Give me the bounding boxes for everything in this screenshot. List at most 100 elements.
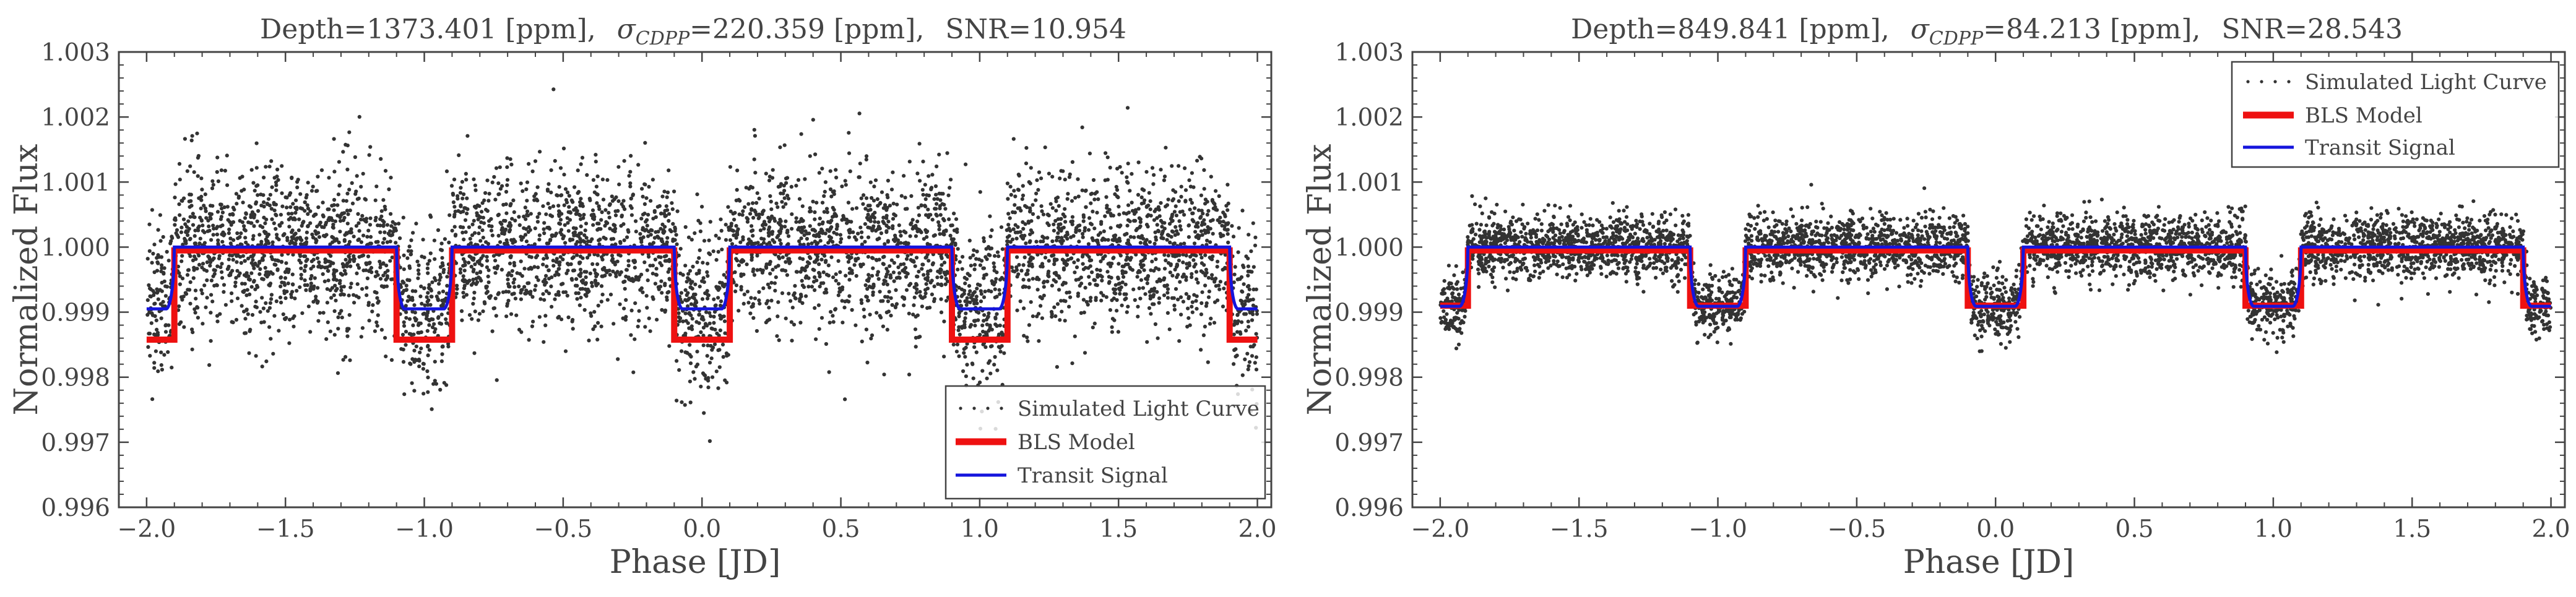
light-curve-point (629, 308, 634, 312)
light-curve-point (884, 310, 889, 315)
light-curve-point (374, 320, 379, 325)
light-curve-point (1057, 204, 1061, 208)
light-curve-point (1155, 290, 1159, 294)
light-curve-point (990, 279, 994, 283)
light-curve-point (1246, 367, 1250, 372)
light-curve-point (178, 213, 182, 217)
light-curve-point (626, 264, 631, 268)
light-curve-point (654, 267, 659, 271)
light-curve-point (417, 364, 421, 369)
light-curve-point (246, 256, 251, 260)
light-curve-point (972, 267, 977, 272)
light-curve-point (645, 306, 649, 310)
light-curve-point (1021, 193, 1026, 198)
light-curve-point (1125, 106, 1130, 110)
light-curve-point (452, 205, 457, 209)
light-curve-point (1129, 256, 1133, 260)
light-curve-point (477, 261, 482, 266)
light-curve-point (359, 240, 364, 244)
light-curve-point (920, 187, 925, 192)
light-curve-point (438, 278, 442, 282)
light-curve-point (1132, 218, 1136, 223)
light-curve-point (465, 196, 469, 200)
light-curve-point (772, 219, 777, 223)
light-curve-point (705, 324, 709, 328)
light-curve-point (407, 317, 412, 321)
light-curve-point (215, 232, 219, 237)
light-curve-point (686, 272, 691, 276)
light-curve-point (476, 217, 480, 221)
light-curve-point (1045, 236, 1050, 240)
light-curve-point (843, 217, 847, 221)
light-curve-point (691, 370, 696, 374)
light-curve-point (425, 266, 430, 270)
light-curve-point (940, 256, 944, 260)
light-curve-point (831, 320, 836, 324)
light-curve-point (836, 281, 841, 286)
light-curve-point (889, 187, 894, 192)
light-curve-point (145, 312, 150, 317)
light-curve-point (222, 290, 226, 294)
light-curve-point (1202, 263, 1206, 267)
light-curve-point (361, 233, 366, 238)
light-curve-point (698, 248, 702, 252)
light-curve-point (918, 290, 922, 294)
light-curve-point (335, 213, 340, 218)
light-curve-point (303, 264, 308, 268)
light-curve-point (1184, 278, 1188, 282)
light-curve-point (323, 265, 327, 270)
light-curve-point (1184, 275, 1188, 280)
light-curve-point (427, 323, 431, 327)
light-curve-point (272, 221, 276, 225)
light-curve-point (274, 183, 279, 187)
light-curve-point (754, 329, 759, 333)
light-curve-point (767, 225, 772, 230)
light-curve-point (1201, 212, 1205, 216)
light-curve-point (433, 379, 437, 383)
light-curve-point (826, 220, 831, 224)
light-curve-point (584, 221, 589, 226)
light-curve-point (714, 369, 719, 374)
light-curve-point (590, 208, 595, 212)
light-curve-point (430, 325, 435, 330)
light-curve-point (1120, 280, 1125, 285)
light-curve-point (694, 320, 699, 324)
light-curve-point (859, 298, 863, 303)
light-curve-point (867, 273, 871, 277)
light-curve-point (204, 209, 208, 213)
light-curve-point (1251, 221, 1255, 225)
light-curve-point (1138, 220, 1143, 225)
light-curve-point (379, 157, 383, 161)
light-curve-point (784, 268, 788, 273)
light-curve-point (902, 229, 906, 234)
light-curve-point (296, 228, 301, 233)
light-curve-point (628, 181, 633, 186)
light-curve-point (1126, 218, 1130, 222)
light-curve-point (166, 259, 171, 263)
light-curve-point (1070, 215, 1074, 219)
light-curve-point (683, 298, 688, 302)
light-curve-point (336, 315, 340, 319)
light-curve-point (695, 350, 699, 354)
light-curve-point (1123, 233, 1127, 237)
light-curve-point (812, 268, 816, 272)
light-curve-point (308, 330, 313, 334)
light-curve-point (1162, 174, 1167, 179)
light-curve-point (205, 260, 209, 264)
light-curve-point (837, 286, 842, 291)
light-curve-point (453, 233, 458, 238)
light-curve-point (1250, 270, 1254, 274)
light-curve-point (470, 257, 474, 261)
light-curve-point (259, 192, 263, 197)
light-curve-point (978, 333, 982, 337)
light-curve-point (714, 233, 718, 238)
light-curve-point (1193, 206, 1197, 210)
light-curve-point (1216, 259, 1220, 264)
light-curve-point (564, 200, 569, 205)
light-curve-point (948, 233, 953, 238)
light-curve-point (813, 229, 818, 233)
light-curve-point (1203, 273, 1208, 277)
light-curve-point (912, 295, 917, 299)
light-curve-point (987, 245, 991, 249)
light-curve-point (199, 218, 204, 222)
